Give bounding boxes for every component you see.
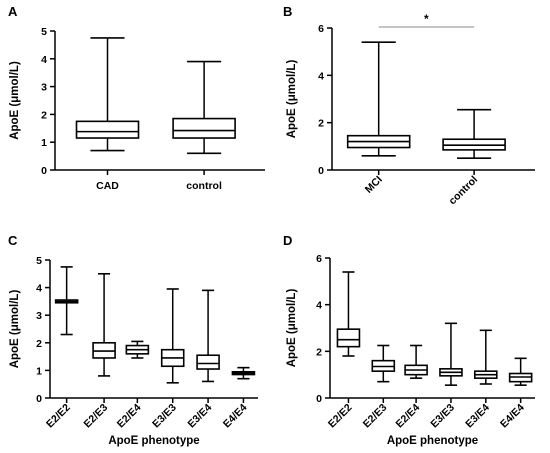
y-tick-label: 6	[318, 23, 324, 35]
x-category-label: E2/E2	[44, 402, 73, 431]
y-tick-label: 4	[318, 70, 324, 82]
panel-letter: D	[283, 233, 292, 248]
y-axis-label: ApoE (μmol/L)	[9, 290, 21, 369]
x-category-label: E4/E4	[221, 402, 250, 431]
y-tick-label: 0	[318, 165, 324, 177]
x-category-label: MCI	[363, 174, 385, 196]
y-tick-label: 4	[316, 300, 322, 312]
x-category-label: control	[447, 174, 481, 208]
y-tick-label: 6	[316, 253, 322, 265]
y-axis-label: ApoE (μmol/L)	[9, 61, 21, 140]
x-category-label: E2/E3	[81, 402, 110, 431]
y-tick-label: 3	[41, 82, 47, 94]
y-tick-label: 2	[316, 346, 322, 358]
y-tick-label: 4	[36, 283, 42, 295]
x-axis-label: ApoE phenotype	[387, 435, 478, 447]
y-tick-label: 3	[36, 310, 42, 322]
y-tick-label: 0	[36, 393, 42, 405]
significance-marker: *	[424, 12, 429, 26]
box-iqr	[336, 328, 361, 348]
x-category-label: E2/E3	[361, 402, 390, 431]
y-axis-label: ApoE (μmol/L)	[286, 60, 298, 139]
y-tick-label: 5	[36, 255, 42, 267]
panel-letter: B	[283, 4, 292, 19]
x-category-label: E4/E4	[498, 402, 527, 431]
x-category-label: E2/E4	[115, 402, 144, 431]
x-category-label: E2/E2	[326, 402, 355, 431]
y-tick-label: 2	[36, 338, 42, 350]
y-tick-label: 4	[41, 54, 47, 66]
panel-letter: C	[8, 233, 18, 248]
x-category-label: CAD	[96, 180, 119, 192]
y-tick-label: 0	[41, 165, 47, 177]
y-tick-label: 1	[41, 137, 47, 149]
box-iqr	[75, 120, 140, 139]
x-category-label: control	[186, 180, 222, 192]
y-tick-label: 2	[41, 109, 47, 121]
box-iqr	[196, 354, 220, 370]
y-tick-label: 5	[41, 26, 47, 38]
box-iqr	[172, 117, 236, 139]
x-category-label: E3/E4	[463, 402, 492, 431]
x-category-label: E3/E4	[185, 402, 214, 431]
y-tick-label: 2	[318, 118, 324, 130]
y-tick-label: 0	[316, 393, 322, 405]
x-category-label: E2/E4	[394, 402, 423, 431]
panel-letter: A	[8, 4, 18, 19]
x-category-label: E3/E3	[428, 402, 457, 431]
y-axis-label: ApoE (μmol/L)	[286, 289, 298, 368]
x-axis-label: ApoE phenotype	[108, 435, 199, 447]
y-tick-label: 1	[36, 365, 42, 377]
x-category-label: E3/E3	[150, 402, 179, 431]
